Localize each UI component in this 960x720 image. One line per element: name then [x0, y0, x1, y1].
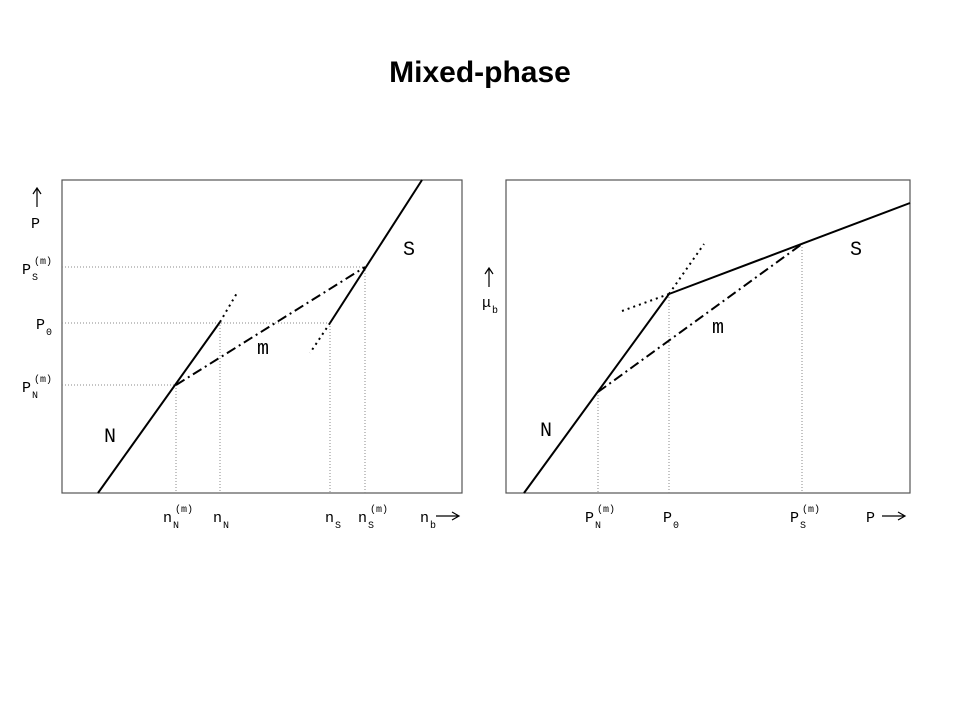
y-label-sup: (m): [34, 374, 52, 386]
y-label-sub: 0: [46, 328, 52, 339]
x-label: P: [663, 510, 672, 527]
x-label-sub: N: [173, 521, 179, 532]
y-label: P: [22, 262, 31, 279]
x-label-sub: N: [595, 521, 601, 532]
region-label: m: [257, 338, 269, 361]
left-diagram: [32, 179, 463, 521]
y-axis-label: P: [31, 216, 40, 233]
y-label-sup: (m): [34, 256, 52, 268]
x-label-sup: (m): [370, 504, 388, 516]
x-label-sub: S: [368, 521, 374, 532]
x-axis-label: P: [866, 510, 875, 527]
x-label: P: [790, 510, 799, 527]
x-label-sub: 0: [673, 521, 679, 532]
region-label: m: [712, 317, 724, 340]
x-label: n: [213, 510, 222, 527]
x-label-sub: S: [335, 521, 341, 532]
y-label: P: [22, 380, 31, 397]
y-axis-label-sub: b: [492, 305, 498, 317]
x-label-sup: (m): [802, 504, 820, 516]
y-axis-label: μ: [482, 295, 491, 312]
right-diagram: [484, 179, 911, 521]
title: Mixed-phase: [389, 56, 571, 89]
x-axis-label: n: [420, 510, 429, 527]
x-label-sub: S: [800, 521, 806, 532]
x-label-sub: N: [223, 521, 229, 532]
x-label: P: [585, 510, 594, 527]
region-label: N: [104, 426, 116, 449]
region-label: S: [850, 239, 862, 262]
y-label-sub: N: [32, 391, 38, 402]
x-axis-label-sub: b: [430, 520, 436, 532]
y-label: P: [36, 317, 45, 334]
x-label-sup: (m): [597, 504, 615, 516]
y-label-sub: S: [32, 273, 38, 284]
x-label: n: [163, 510, 172, 527]
x-label-sup: (m): [175, 504, 193, 516]
region-label: N: [540, 420, 552, 443]
x-label: n: [358, 510, 367, 527]
x-label: n: [325, 510, 334, 527]
region-label: S: [403, 239, 415, 262]
